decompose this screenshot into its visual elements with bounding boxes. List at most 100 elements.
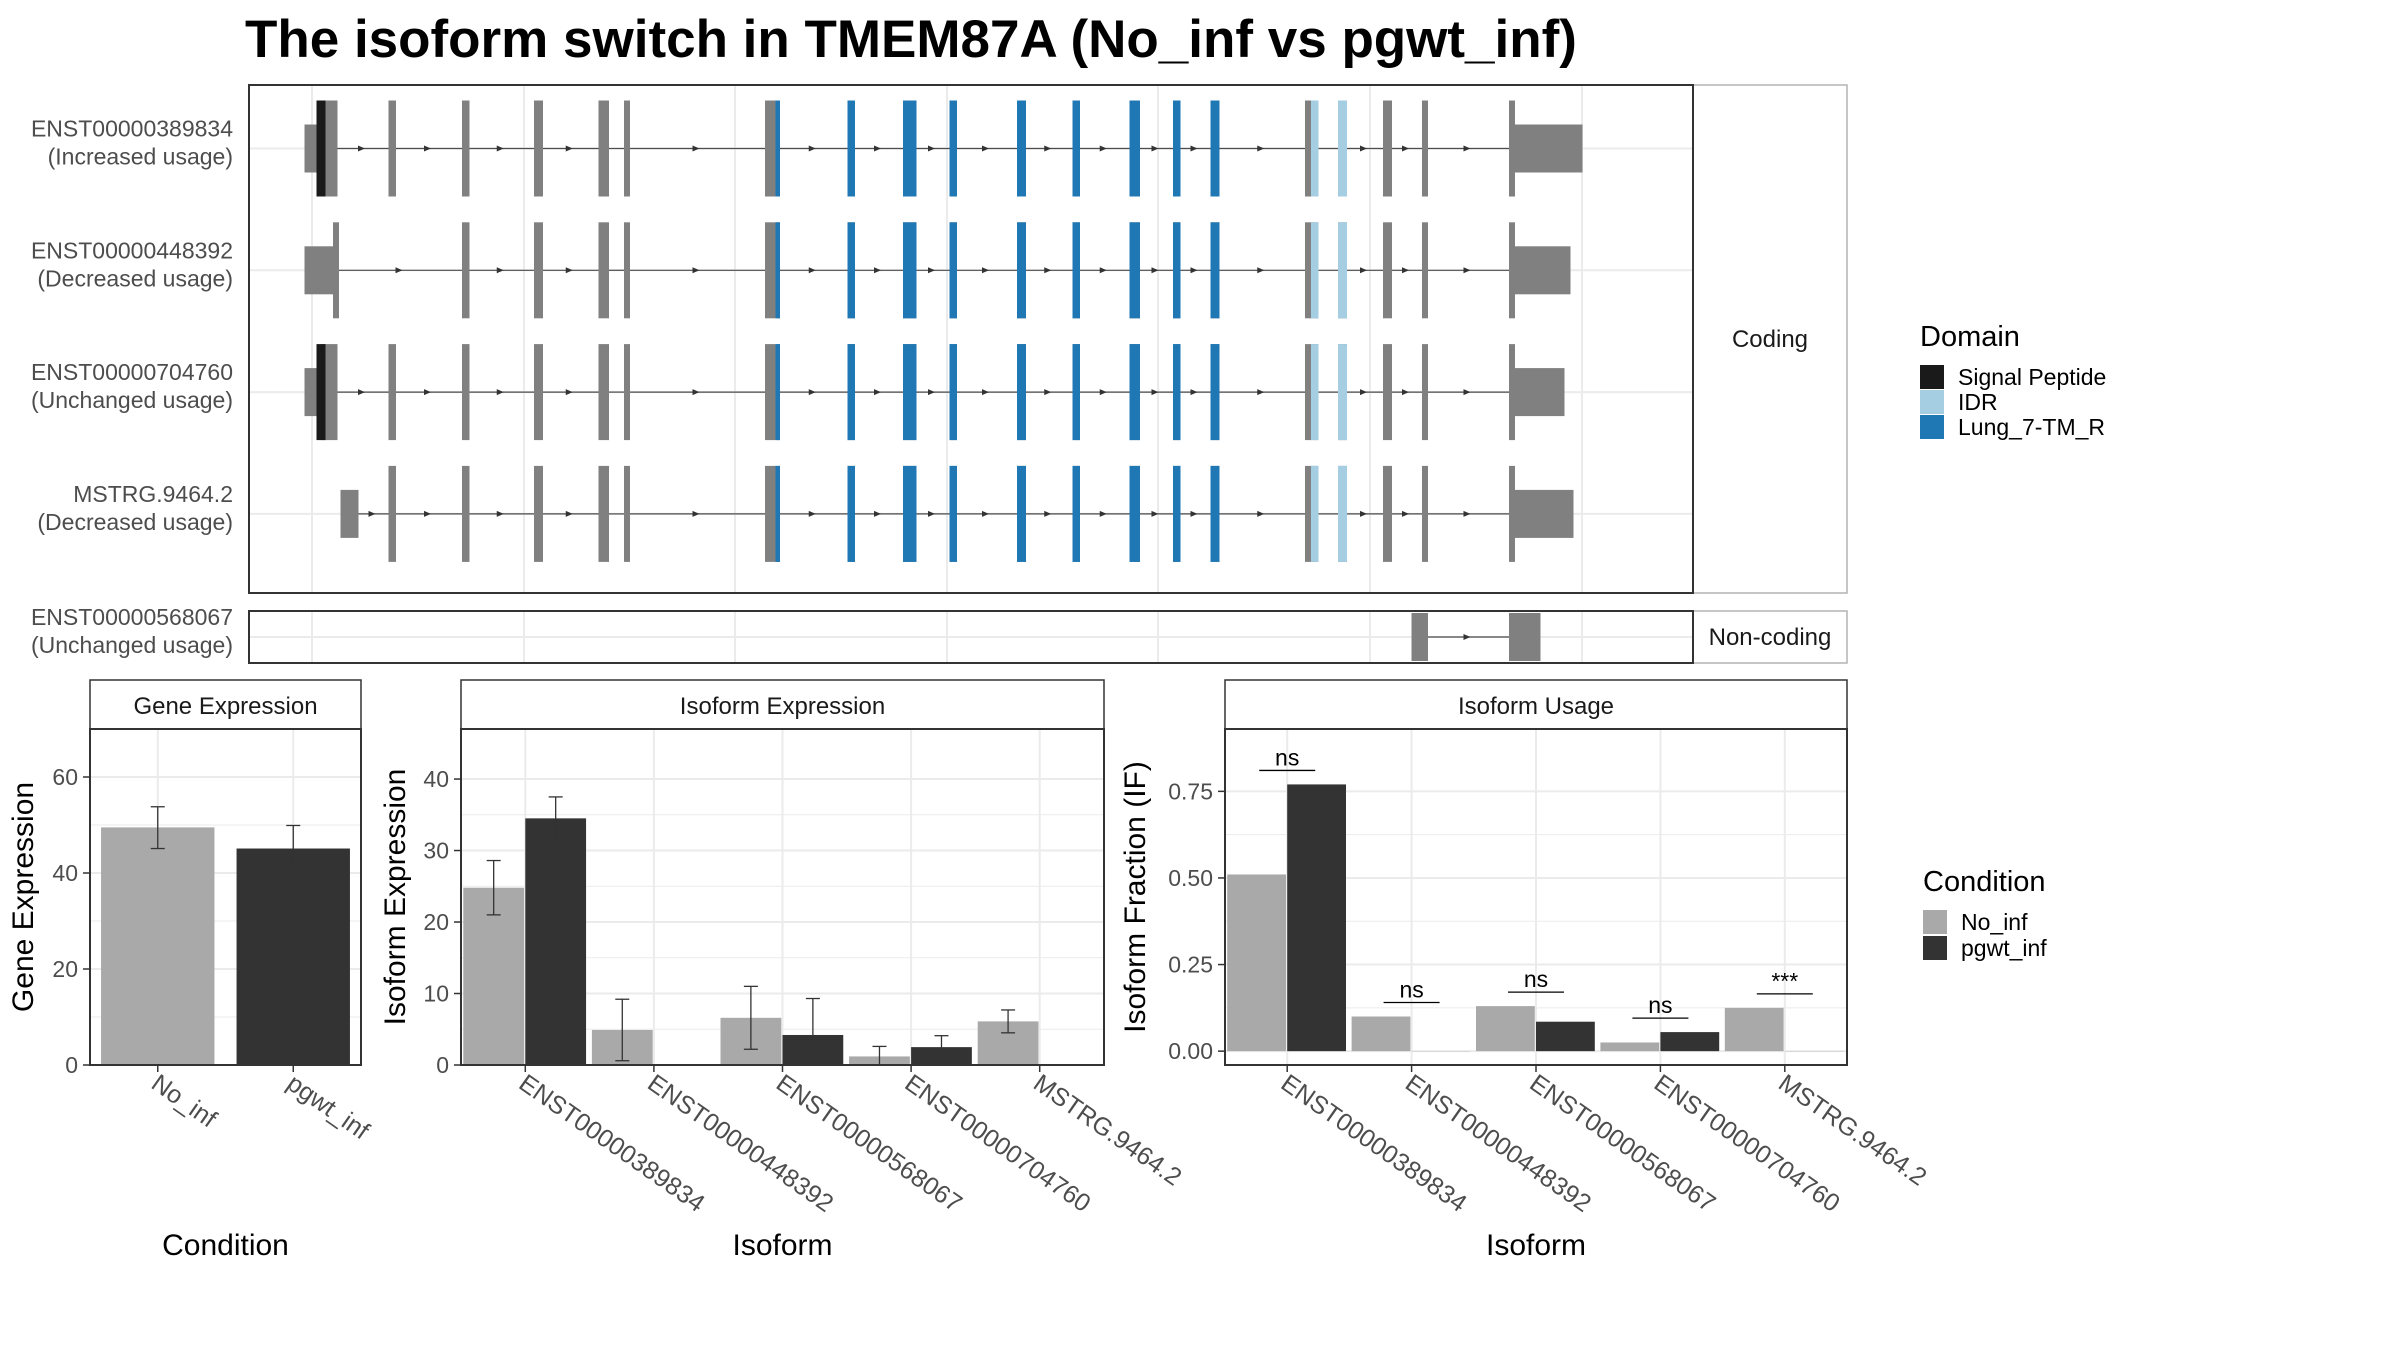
domain-lung-7-tm-r: [1073, 222, 1081, 318]
domain-idr: [1338, 101, 1347, 197]
exon-block: [1305, 222, 1311, 318]
domain-lung-7-tm-r: [776, 101, 781, 197]
y-tick-label: 20: [423, 909, 449, 935]
domain-lung-7-tm-r: [1017, 344, 1026, 440]
domain-idr: [1338, 344, 1347, 440]
y-tick-label: 30: [423, 838, 449, 864]
exon-block: [624, 101, 630, 197]
exon-block: [1509, 344, 1515, 440]
legend-key-no-inf: [1923, 910, 1947, 934]
y-tick-label: 0: [65, 1052, 78, 1078]
bar-no-inf: [101, 827, 214, 1065]
y-tick-label: 0.00: [1168, 1038, 1213, 1064]
bar-enst00000389834-pgwt-inf: [525, 818, 586, 1065]
domain-lung-7-tm-r: [903, 101, 917, 197]
bar-enst00000389834-pgwt-inf: [1287, 784, 1346, 1051]
domain-idr: [1338, 466, 1347, 562]
exon-block: [534, 222, 543, 318]
domain-lung-7-tm-r: [950, 222, 958, 318]
exon-block: [1383, 101, 1392, 197]
y-tick-label: 0.75: [1168, 778, 1213, 804]
y-tick-label: 10: [423, 981, 449, 1007]
domain-lung-7-tm-r: [1017, 222, 1026, 318]
exon-block: [599, 466, 605, 562]
exon-block: [1509, 613, 1541, 661]
legend-label-signal-peptide: Signal Peptide: [1958, 364, 2106, 390]
exon-block: [1305, 101, 1311, 197]
exon-block: [462, 222, 470, 318]
domain-lung-7-tm-r: [1211, 101, 1220, 197]
domain-lung-7-tm-r: [1130, 466, 1141, 562]
chart-title: Gene Expression: [133, 693, 317, 720]
domain-lung-7-tm-r: [1073, 344, 1081, 440]
exon-block: [1509, 222, 1515, 318]
exon-block: [624, 222, 630, 318]
x-axis-title: Isoform: [1486, 1229, 1586, 1262]
y-tick-label: 0.50: [1168, 865, 1213, 891]
domain-legend-title: Domain: [1920, 321, 2020, 353]
exon-block: [326, 344, 338, 440]
y-axis-title: Isoform Fraction (IF): [1119, 761, 1152, 1033]
isoform-label-enst00000568067: ENST00000568067(Unchanged usage): [31, 604, 233, 658]
exon-block: [1305, 344, 1311, 440]
facet-strip-coding-label: Coding: [1732, 326, 1808, 353]
domain-lung-7-tm-r: [1173, 101, 1181, 197]
domain-idr: [1311, 101, 1319, 197]
exon-block: [1509, 466, 1515, 562]
x-tick-label-pgwt-inf: pgwt_inf: [282, 1069, 374, 1145]
bar-enst00000704760-no-inf: [1600, 1042, 1659, 1051]
domain-lung-7-tm-r: [1130, 344, 1141, 440]
exon-block: [1515, 368, 1565, 416]
domain-lung-7-tm-r: [848, 344, 856, 440]
isoform-label-mstrg-9464-2: MSTRG.9464.2(Decreased usage): [37, 481, 233, 535]
chart-title: Isoform Usage: [1458, 693, 1614, 720]
domain-lung-7-tm-r: [950, 101, 958, 197]
exon-block: [1383, 222, 1392, 318]
significance-label: ns: [1524, 966, 1548, 992]
legend-key-lung-7-tm-r: [1920, 415, 1944, 439]
significance-label: ns: [1275, 744, 1299, 770]
exon-block: [1422, 101, 1428, 197]
isoform-usage-chart: [1218, 680, 1847, 1072]
domain-idr: [1311, 222, 1319, 318]
domain-signal-peptide: [321, 101, 326, 197]
legend-key-pgwt-inf: [1923, 936, 1947, 960]
y-tick-label: 0.25: [1168, 952, 1213, 978]
domain-lung-7-tm-r: [950, 344, 958, 440]
domain-lung-7-tm-r: [1073, 101, 1081, 197]
exon-block: [765, 344, 776, 440]
legend-label-lung-7-tm-r: Lung_7-TM_R: [1958, 414, 2105, 440]
y-tick-label: 20: [52, 956, 78, 982]
domain-lung-7-tm-r: [848, 466, 856, 562]
domain-signal-peptide: [317, 101, 322, 197]
bar-enst00000568067-pgwt-inf: [1536, 1022, 1595, 1051]
x-axis-title: Isoform: [732, 1229, 832, 1262]
domain-lung-7-tm-r: [903, 344, 917, 440]
exon-block: [534, 466, 543, 562]
domain-signal-peptide: [321, 344, 326, 440]
exon-block: [1422, 344, 1428, 440]
bar-mstrg-9464-2-no-inf: [1725, 1008, 1784, 1051]
exon-block: [462, 344, 470, 440]
significance-label: ns: [1399, 977, 1423, 1003]
exon-block: [765, 101, 776, 197]
chart-title: Isoform Expression: [680, 693, 885, 720]
exon-block: [462, 466, 470, 562]
exon-block: [1515, 490, 1574, 538]
y-axis-title: Gene Expression: [7, 782, 40, 1012]
x-tick-label-no-inf: No_inf: [146, 1069, 221, 1133]
bar-enst00000389834-no-inf: [1227, 874, 1286, 1051]
exon-block: [462, 101, 470, 197]
exon-block: [765, 222, 776, 318]
domain-lung-7-tm-r: [848, 222, 856, 318]
domain-lung-7-tm-r: [1130, 222, 1141, 318]
exon-block: [1515, 125, 1583, 173]
domain-lung-7-tm-r: [776, 344, 781, 440]
significance-label: ***: [1771, 968, 1798, 994]
domain-lung-7-tm-r: [1173, 466, 1181, 562]
bar-enst00000568067-no-inf: [1476, 1006, 1535, 1051]
x-axis-title: Condition: [162, 1229, 289, 1262]
figure-title: The isoform switch in TMEM87A (No_inf vs…: [245, 10, 1577, 69]
domain-lung-7-tm-r: [776, 222, 781, 318]
